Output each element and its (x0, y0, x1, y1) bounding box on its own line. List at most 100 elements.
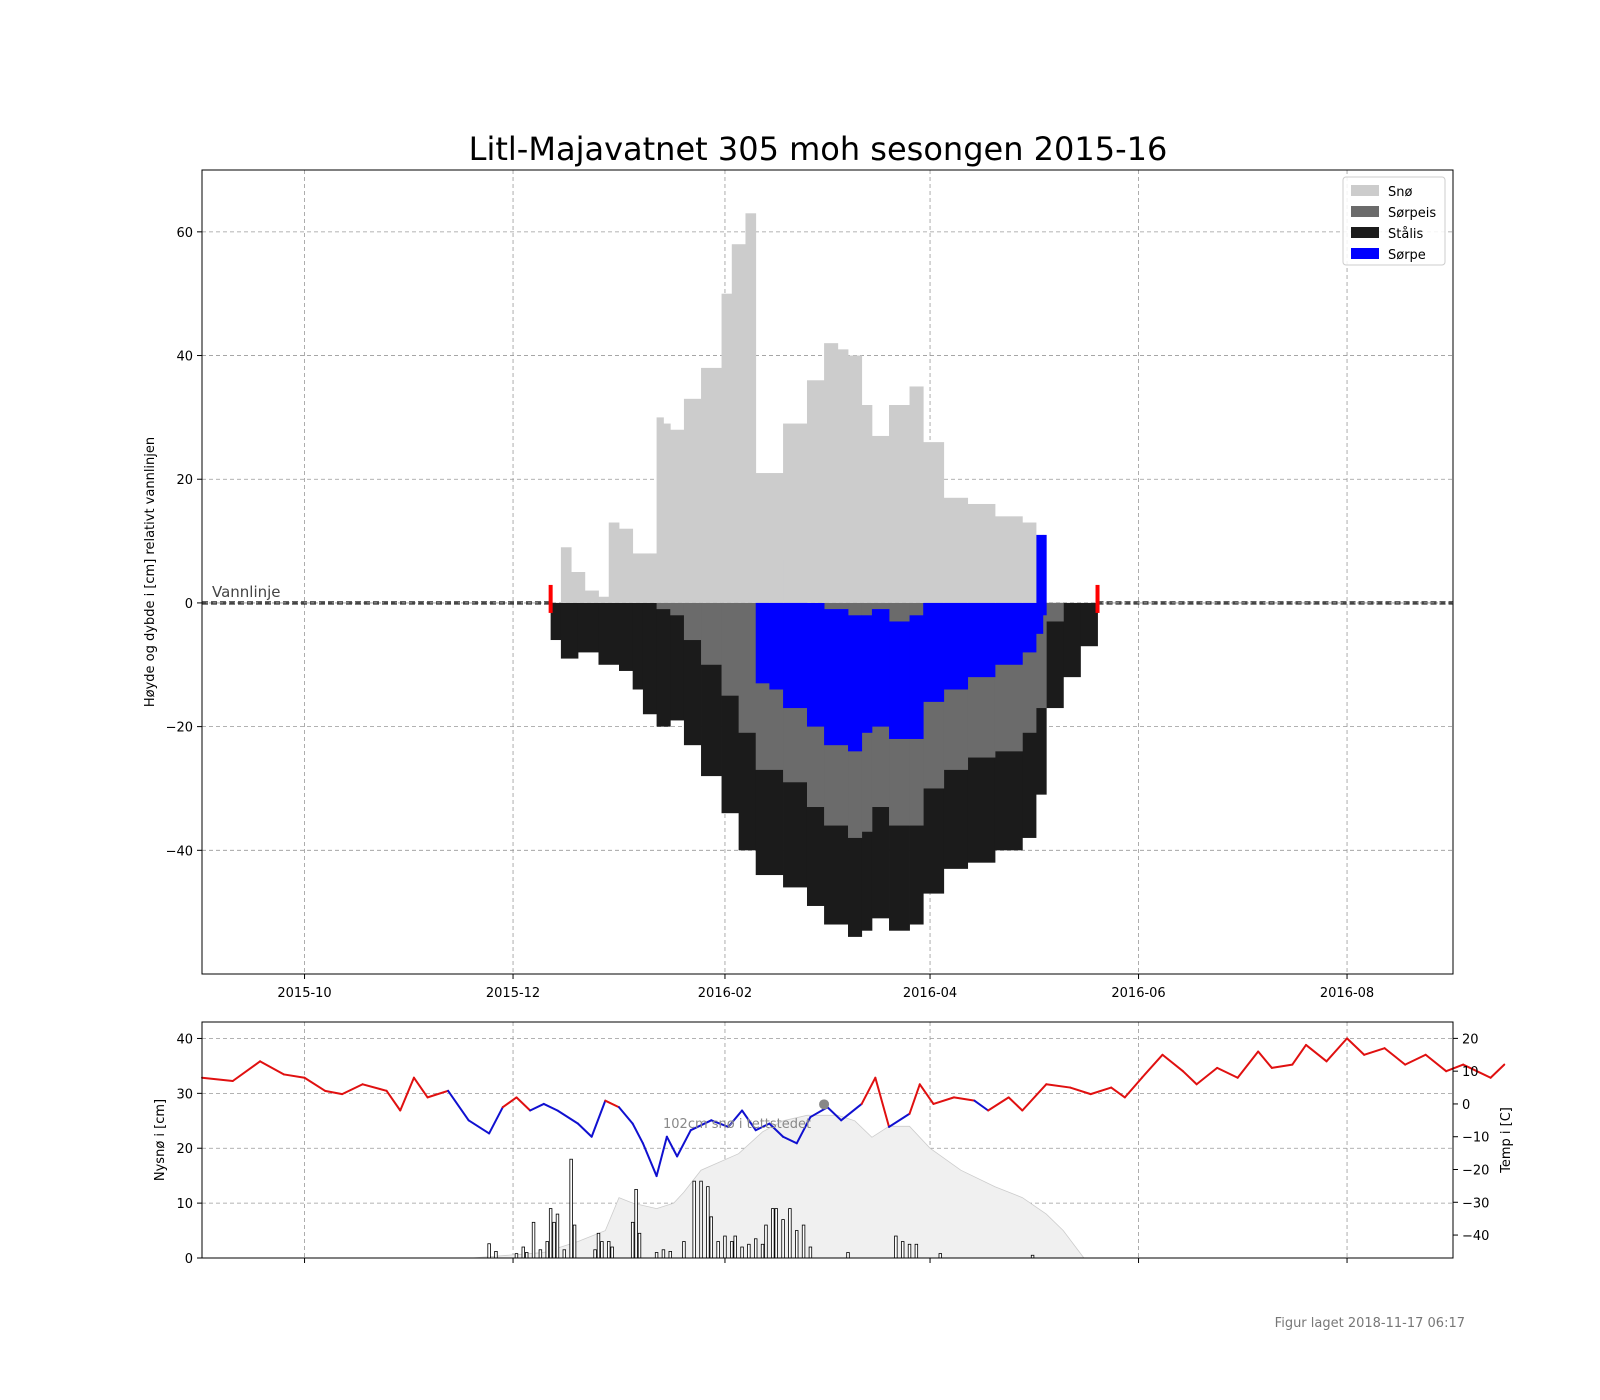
new-snow-bar (771, 1208, 775, 1259)
main-y-ticks: −40 −20 0 20 40 60 (166, 226, 202, 859)
temperature-segment (768, 1122, 785, 1138)
main-y-axis-label: Høyde og dybde i [cm] relativt vannlinje… (143, 437, 158, 707)
new-snow-bar (747, 1243, 751, 1259)
lower-y2-tick-label: 10 (1462, 1065, 1479, 1080)
lower-y-tick-label: 20 (176, 1142, 193, 1157)
layer-snø (560, 213, 1037, 603)
temperature-segment (604, 1099, 620, 1109)
new-snow-bar (730, 1241, 734, 1259)
layer-bar-snø (1022, 522, 1037, 603)
temperature-segment (826, 1106, 843, 1122)
temperature-line (201, 1037, 1506, 1178)
layer-bar-snø (923, 442, 945, 603)
layer-bar-snø (571, 572, 586, 603)
layer-bar-stålis (1046, 602, 1064, 709)
new-snow-bar (788, 1208, 792, 1259)
figure-footer: Figur laget 2018-11-17 06:17 (1275, 1316, 1465, 1331)
layer-bar-stålis (577, 602, 599, 653)
layer-bar-sørpe (806, 602, 825, 727)
legend-swatch (1351, 248, 1379, 259)
waterline (202, 584, 1453, 613)
lower-y-ticks: 0 10 20 30 40 (176, 1032, 202, 1267)
new-snow-bar (514, 1253, 519, 1259)
temperature-segment (542, 1102, 559, 1112)
new-snow-bar (562, 1249, 567, 1259)
layer-bar-stålis (670, 602, 685, 721)
new-snow-bar (596, 1232, 601, 1259)
new-snow-bar (706, 1186, 710, 1259)
temperature-segment (860, 1076, 877, 1105)
layer-bar-snø (871, 435, 890, 603)
layer-bar-stålis (560, 602, 579, 659)
layer-bar-sørpeis (1036, 602, 1047, 709)
legend-label: Stålis (1388, 227, 1424, 242)
new-snow-bar (630, 1221, 635, 1259)
temperature-segment (1270, 1063, 1294, 1069)
new-snow-bar (699, 1180, 703, 1259)
new-snow-bar (634, 1188, 638, 1259)
temperature-segment (840, 1102, 863, 1122)
lower-y-tick-label: 10 (176, 1197, 193, 1212)
temperature-segment (641, 1142, 658, 1178)
temperature-segment (303, 1076, 327, 1092)
lower-y-tick-label: 0 (185, 1252, 193, 1267)
layer-bar-snø (848, 355, 863, 603)
main-plot-frame (201, 169, 1454, 975)
layer-bar-snø (701, 367, 722, 603)
new-snow-bar (661, 1249, 666, 1259)
layer-bar-sørpe (1036, 534, 1044, 634)
layer-bar-snø (889, 405, 910, 603)
temperature-segment (324, 1089, 344, 1096)
main-x-tick-label: 2015-12 (486, 986, 540, 1001)
lower-y2-axis-label: Temp i [C] (1499, 1107, 1514, 1174)
new-snow-bar (607, 1241, 611, 1259)
new-snow-bar (548, 1208, 553, 1259)
main-x-ticks: 2015-10 2015-12 2016-02 2016-04 2016-06 2016-… (277, 974, 1374, 1001)
temperature-segment (1045, 1083, 1072, 1089)
lower-x-ticks (304, 1258, 1348, 1263)
new-snow-bar (569, 1158, 573, 1259)
layer-bar-snø (670, 429, 685, 603)
layer-bar-sørpe (848, 615, 863, 752)
temperature-segment (556, 1109, 579, 1125)
layer-bar-snø (824, 343, 839, 603)
temperature-segment (795, 1116, 812, 1145)
ice-on-marker (548, 584, 553, 613)
layer-bar-snø (683, 398, 702, 603)
temperature-segment (987, 1096, 1010, 1112)
temperature-segment (529, 1102, 545, 1112)
max-snow-marker (819, 1099, 830, 1110)
temperature-segment (361, 1083, 388, 1092)
temperature-segment (1195, 1066, 1219, 1086)
layer-bar-snø (649, 553, 657, 603)
layer-bar-snø (943, 497, 969, 603)
main-y-tick-label: −40 (166, 844, 193, 859)
temperature-segment (1305, 1043, 1328, 1063)
new-snow-bar (795, 1230, 799, 1259)
layer-bar-snø (745, 213, 757, 603)
main-x-tick-label: 2015-10 (277, 986, 331, 1001)
temperature-segment (973, 1099, 990, 1112)
layer-bar-sørpeis (701, 602, 722, 665)
new-snow-bar (692, 1180, 696, 1259)
layer-bar-snø (909, 386, 924, 603)
new-snow-bar (682, 1241, 686, 1259)
layer-bar-sørpe (889, 621, 910, 739)
temperature-segment (908, 1083, 921, 1115)
lower-y2-tick-label: −20 (1462, 1164, 1489, 1179)
layer-bar-snø (755, 473, 770, 603)
layer-bar-stålis (1063, 602, 1081, 678)
layer-bar-stålis (598, 602, 620, 665)
layer-bar-snø (769, 473, 784, 603)
layer-sørpe (755, 534, 1047, 752)
legend-label: Sørpeis (1388, 206, 1436, 221)
layer-bar-snø (731, 244, 746, 603)
layer-bar-snø (608, 522, 620, 603)
temperature-segment (576, 1122, 593, 1138)
legend-swatch (1351, 227, 1379, 238)
lower-y2-tick-label: 20 (1462, 1032, 1479, 1047)
layer-bar-stålis (1080, 602, 1098, 647)
new-snow-bar (938, 1253, 942, 1259)
temperature-segment (385, 1089, 402, 1112)
temperature-segment (201, 1076, 234, 1082)
